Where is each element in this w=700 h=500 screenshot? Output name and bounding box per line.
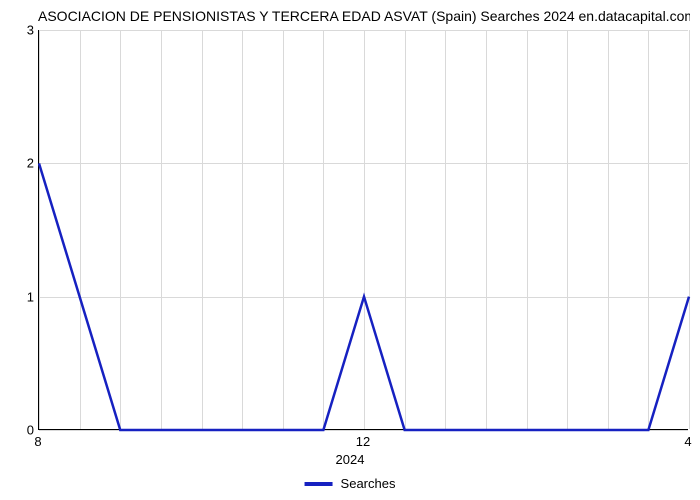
x-tick-label: 4	[684, 434, 691, 449]
series-line	[39, 30, 688, 429]
legend-swatch	[305, 482, 333, 486]
x-axis-label: 2024	[336, 452, 365, 467]
line-chart: ASOCIACION DE PENSIONISTAS Y TERCERA EDA…	[0, 0, 700, 500]
legend: Searches	[305, 476, 396, 491]
y-tick-label: 1	[6, 289, 34, 304]
y-tick-label: 0	[6, 423, 34, 438]
chart-title: ASOCIACION DE PENSIONISTAS Y TERCERA EDA…	[38, 8, 690, 24]
plot-area	[38, 30, 688, 430]
x-tick-label: 8	[34, 434, 41, 449]
y-tick-label: 3	[6, 23, 34, 38]
x-tick-label: 12	[356, 434, 370, 449]
legend-label: Searches	[341, 476, 396, 491]
y-tick-label: 2	[6, 156, 34, 171]
grid-vertical	[689, 30, 690, 429]
